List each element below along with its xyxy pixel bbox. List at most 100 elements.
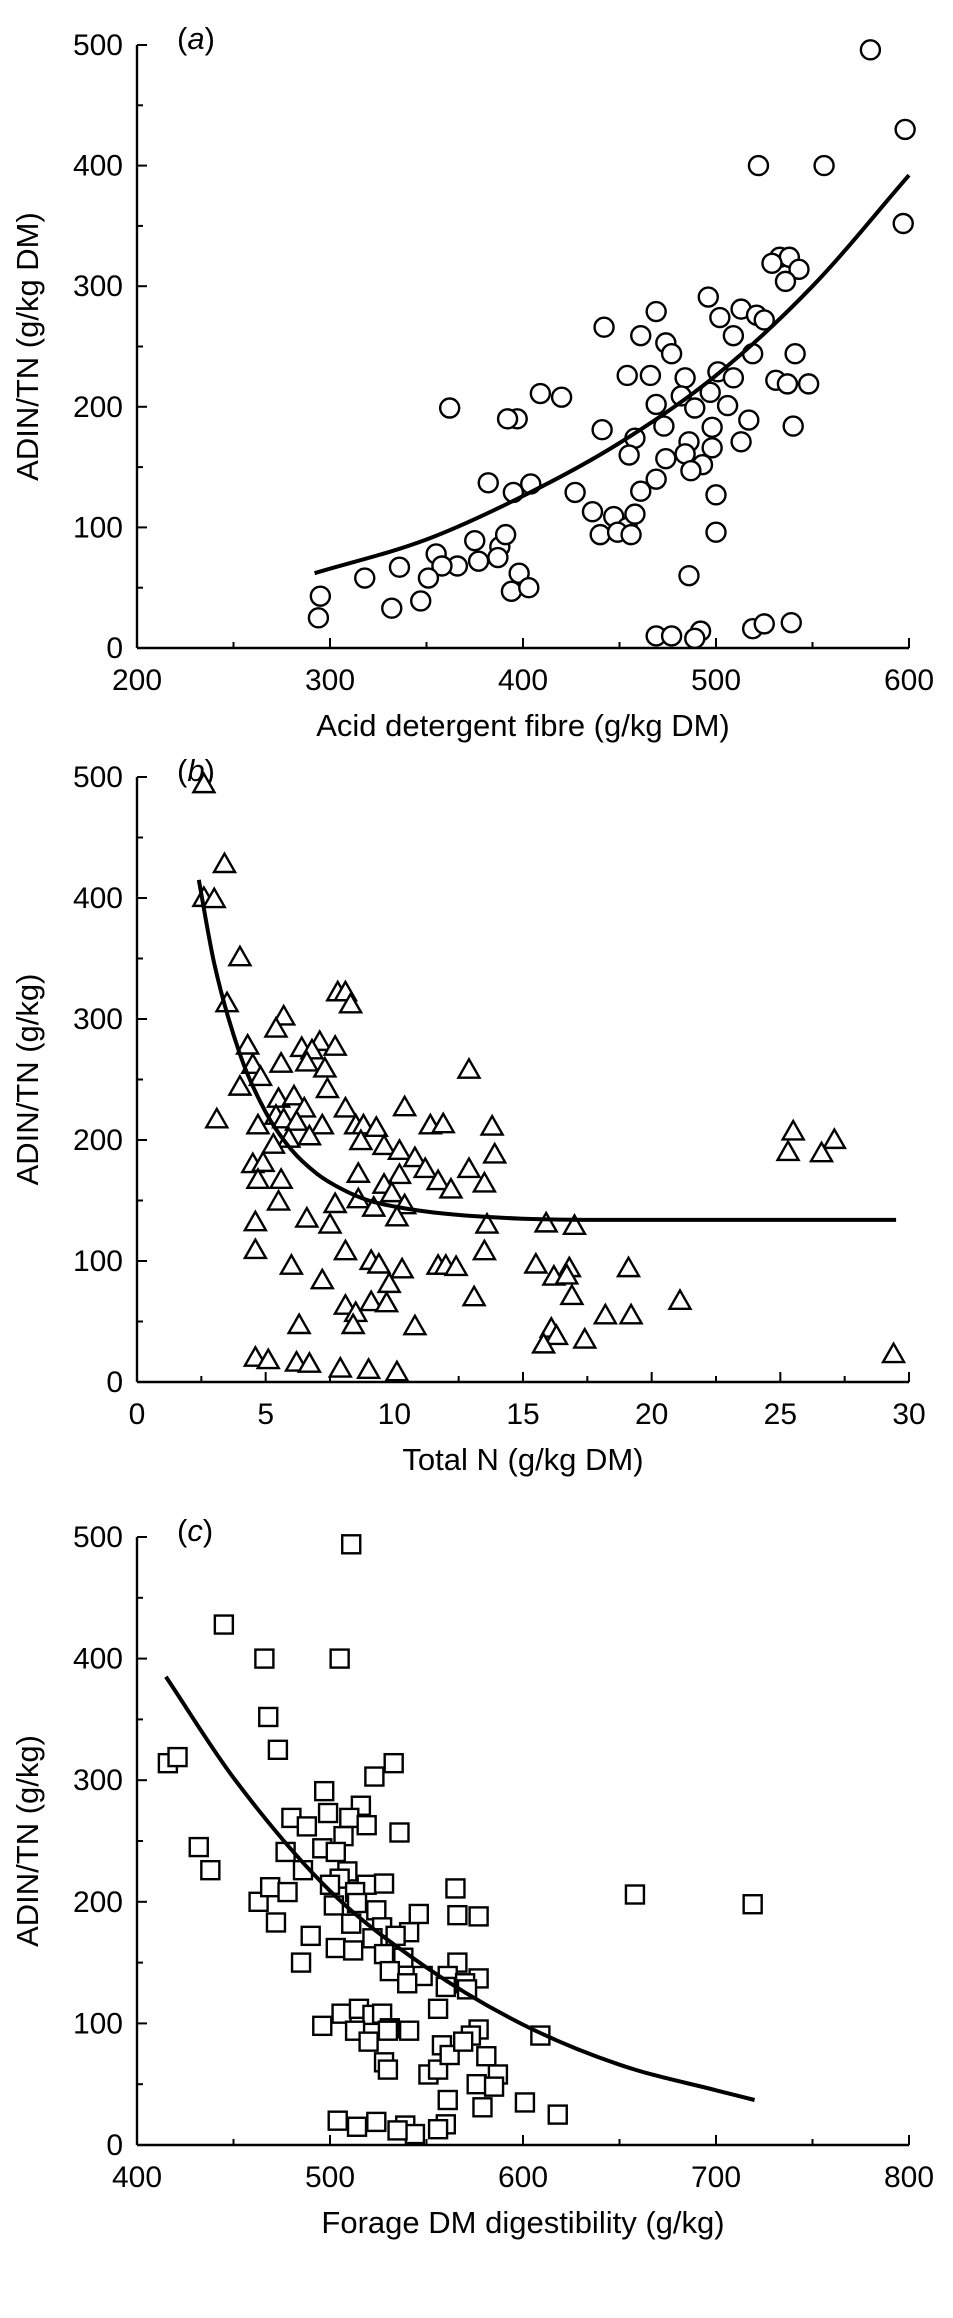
data-point-square	[265, 1912, 287, 1933]
data-point-square	[472, 2097, 493, 2118]
data-point-circle	[660, 625, 683, 647]
data-point-square	[398, 2020, 420, 2041]
data-point-triangle	[332, 1095, 359, 1118]
x-tick-label: 200	[112, 664, 162, 697]
data-point-square	[341, 1913, 362, 1934]
data-point-square	[325, 1841, 346, 1863]
chart-panel-b: 0 100 200 300 400 500 0 5 10 15 20 25 30 Total N (g/k…	[10, 753, 926, 1477]
data-point-triangle	[471, 1238, 497, 1261]
data-point-triangle	[482, 1141, 508, 1164]
x-axis-title: Total N (g/kg DM)	[402, 1442, 643, 1477]
fit-curve	[196, 879, 897, 1222]
data-point-triangle	[327, 1355, 353, 1378]
data-point-circle	[776, 373, 799, 395]
data-point-circle	[589, 523, 611, 546]
data-point-triangle	[211, 851, 238, 874]
x-tick-label: 500	[305, 2161, 355, 2194]
data-point-triangle	[443, 1254, 469, 1277]
data-point-triangle	[363, 1114, 389, 1137]
data-point-square	[427, 2118, 449, 2140]
data-point-triangle	[780, 1118, 806, 1141]
x-tick-label: 30	[892, 1398, 925, 1431]
data-point-circle	[417, 567, 440, 589]
x-tick-label: 300	[305, 664, 355, 697]
y-axis-title: ADIN/TN (g/kg)	[10, 974, 45, 1186]
data-point-square	[325, 1937, 346, 1959]
y-axis-title: ADIN/TN (g/kg)	[10, 1735, 45, 1947]
x-tick-label: 600	[884, 664, 934, 697]
data-point-square	[364, 1766, 385, 1787]
data-point-triangle	[240, 1052, 266, 1075]
data-point-circle	[782, 415, 804, 437]
data-point-triangle	[531, 1331, 557, 1354]
y-tick-label: 300	[73, 1003, 123, 1036]
x-tick-label: 600	[498, 2161, 548, 2194]
x-tick-label: 5	[257, 1398, 274, 1431]
y-tick-label: 400	[73, 150, 123, 183]
data-point-square	[408, 1903, 429, 1925]
data-point-circle	[529, 382, 552, 405]
data-point-square	[476, 2046, 497, 2067]
data-point-circle	[624, 503, 646, 525]
data-point-circle	[639, 364, 662, 387]
data-point-triangle	[278, 1252, 304, 1275]
data-point-circle	[550, 386, 573, 408]
data-point-circle	[753, 309, 775, 331]
chart-panel-c: 0 100 200 300 400 500 400 500 600 700 800 Forage DM…	[10, 1513, 934, 2240]
y-tick-label: 200	[73, 391, 123, 424]
data-point-square	[188, 1836, 209, 1858]
data-point-circle	[892, 212, 914, 235]
data-point-triangle	[242, 1209, 268, 1232]
data-point-circle	[354, 567, 376, 589]
data-point-triangle	[317, 1211, 343, 1234]
y-tick-label: 300	[73, 270, 123, 303]
data-point-triangle	[268, 1050, 294, 1073]
data-point-circle	[761, 252, 783, 274]
chart-panel-a: 0 100 200 300 400 500 200 300 400 500 600 Acid dete…	[10, 21, 934, 743]
data-point-triangle	[309, 1112, 335, 1135]
data-point-circle	[464, 529, 486, 552]
data-point-circle	[655, 447, 677, 470]
data-point-circle	[645, 300, 667, 323]
data-point-square	[300, 1925, 321, 1947]
data-point-square	[200, 1859, 221, 1881]
data-point-triangle	[366, 1251, 392, 1274]
data-point-circle	[784, 343, 806, 365]
data-point-triangle	[245, 1112, 271, 1135]
data-point-triangle	[227, 1073, 253, 1096]
data-point-square	[547, 2104, 568, 2125]
data-point-triangle	[322, 1191, 348, 1214]
data-point-triangle	[340, 1312, 366, 1335]
data-point-triangle	[312, 1055, 338, 1078]
data-point-triangle	[402, 1145, 428, 1168]
data-point-circle	[431, 555, 453, 577]
data-point-square	[327, 2110, 348, 2131]
x-tick-label: 0	[129, 1398, 146, 1431]
data-point-triangle	[808, 1140, 835, 1163]
data-point-circle	[894, 118, 916, 141]
data-point-triangle	[456, 1056, 482, 1079]
data-point-square	[319, 1874, 341, 1895]
data-point-square	[366, 1900, 387, 1921]
data-point-triangle	[358, 1289, 384, 1312]
panel-label: (a)	[177, 21, 215, 56]
data-point-circle	[660, 343, 683, 365]
data-point-square	[346, 1892, 368, 1914]
data-point-square	[356, 1814, 377, 1836]
x-tick-label: 25	[764, 1398, 797, 1431]
data-point-square	[259, 1877, 281, 1898]
data-point-triangle	[338, 991, 364, 1014]
data-point-circle	[699, 381, 721, 404]
data-point-square	[373, 1943, 395, 1965]
data-point-circle	[701, 437, 723, 459]
data-point-square	[466, 2073, 487, 2095]
data-point-square	[277, 1881, 298, 1903]
data-point-triangle	[356, 1356, 382, 1379]
data-point-square	[742, 1894, 763, 1915]
data-point-triangle	[294, 1049, 320, 1072]
data-point-square	[377, 2020, 399, 2041]
data-point-circle	[477, 472, 499, 494]
data-point-circle	[680, 460, 702, 482]
data-point-circle	[645, 468, 667, 490]
